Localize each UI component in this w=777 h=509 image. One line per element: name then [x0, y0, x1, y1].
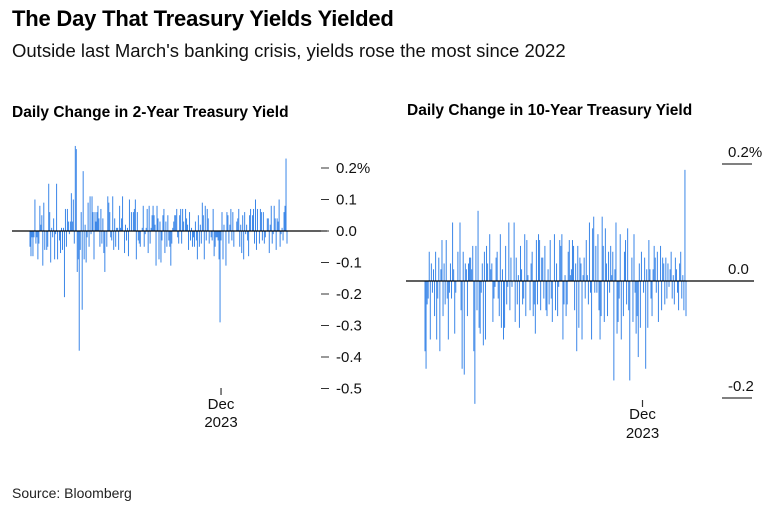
y-tick-label: -0.1	[336, 255, 362, 272]
x-tick-label-year: 2023	[204, 414, 237, 431]
y-tick-label: -0.5	[336, 381, 362, 398]
x-tick-label-month: Dec	[208, 396, 235, 413]
x-tick-label-month: Dec	[629, 406, 656, 423]
y-tick-label: 0.0	[728, 261, 749, 278]
y-tick-label: -0.3	[336, 318, 362, 335]
chart-1-title: Daily Change in 2-Year Treasury Yield	[12, 104, 289, 121]
source-note: Source: Bloomberg	[12, 485, 132, 501]
page-title: The Day That Treasury Yields Yielded	[12, 6, 394, 31]
y-tick-label: 0.1	[336, 192, 357, 209]
chart-2-title: Daily Change in 10-Year Treasury Yield	[407, 102, 693, 119]
y-tick-label: 0.2%	[728, 144, 762, 161]
y-tick-label: -0.2	[336, 286, 362, 303]
y-tick-label: -0.4	[336, 349, 362, 366]
y-tick-label: 0.0	[336, 223, 357, 240]
x-tick-label-year: 2023	[626, 425, 659, 442]
page-subtitle: Outside last March's banking crisis, yie…	[12, 40, 566, 61]
y-tick-label: -0.2	[728, 378, 754, 395]
y-tick-label: 0.2%	[336, 160, 370, 177]
